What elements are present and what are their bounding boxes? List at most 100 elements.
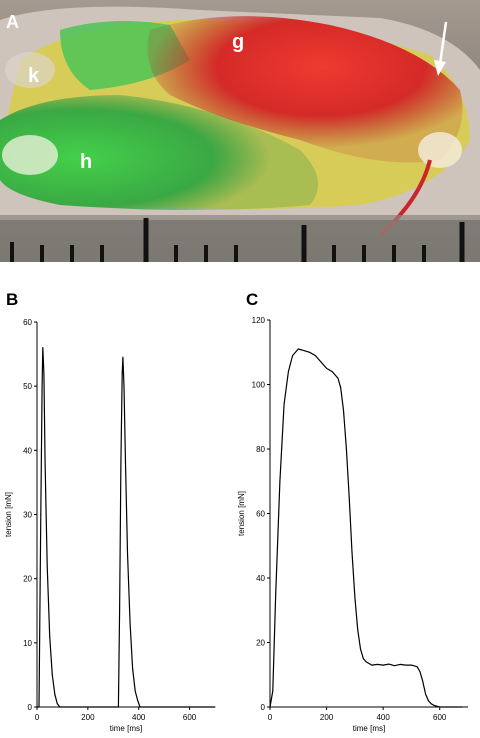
data-point: [326, 367, 328, 369]
ruler-ticks: [10, 218, 465, 262]
data-point: [56, 703, 58, 705]
data-point: [430, 703, 432, 705]
data-point: [357, 629, 359, 631]
data-point: [61, 706, 63, 708]
data-point: [433, 704, 435, 706]
y-tick-label: 20: [23, 575, 32, 584]
x-tick-label: 200: [320, 713, 334, 722]
data-point: [59, 706, 61, 708]
data-point: [129, 623, 131, 625]
data-point: [269, 706, 271, 708]
data-point: [41, 385, 43, 387]
muscle-photo: A k g h: [0, 0, 480, 262]
y-axis-label: tension [mN]: [237, 491, 246, 536]
data-point: [122, 356, 124, 358]
data-point: [371, 664, 373, 666]
data-point: [354, 596, 356, 598]
series-line-0: [37, 347, 215, 708]
data-point: [40, 514, 42, 515]
y-tick-label: 0: [261, 703, 266, 712]
glare-right: [418, 132, 462, 168]
y-tick-label: 50: [23, 382, 32, 391]
x-tick-label: 400: [132, 713, 146, 722]
ruler: [0, 215, 480, 262]
y-tick-label: 0: [28, 703, 33, 712]
data-point: [419, 671, 421, 673]
data-point: [292, 354, 294, 356]
data-point: [54, 693, 56, 695]
y-tick-label: 60: [23, 318, 32, 327]
data-point: [405, 664, 407, 666]
data-point: [272, 690, 274, 692]
data-point: [422, 680, 424, 682]
data-point: [461, 706, 463, 708]
data-point: [320, 361, 322, 363]
data-point: [399, 663, 401, 665]
y-tick-label: 100: [252, 381, 266, 390]
x-tick-label: 600: [183, 713, 197, 722]
x-tick-label: 400: [376, 713, 390, 722]
data-point: [123, 385, 125, 387]
x-tick-label: 200: [81, 713, 95, 722]
data-point: [382, 664, 384, 666]
x-tick-label: 0: [35, 713, 40, 722]
data-point: [450, 706, 452, 708]
data-point: [365, 661, 367, 663]
data-point: [388, 663, 390, 665]
data-point: [44, 462, 46, 464]
data-point: [38, 706, 40, 708]
data-point: [360, 648, 362, 650]
data-point: [134, 690, 136, 692]
data-point: [51, 674, 53, 676]
y-tick-label: 120: [252, 316, 266, 325]
data-point: [143, 706, 145, 708]
data-point: [127, 552, 129, 554]
glare-left: [2, 135, 58, 175]
data-point: [214, 706, 216, 708]
data-point: [439, 706, 441, 708]
x-tick-label: 0: [268, 713, 273, 722]
y-tick-label: 80: [256, 445, 265, 454]
red-region: [147, 16, 463, 163]
glare-top-left: [5, 52, 55, 88]
data-point: [337, 377, 339, 379]
label-h: h: [80, 151, 92, 173]
y-tick-label: 60: [256, 510, 265, 519]
data-point: [124, 462, 126, 464]
label-g: g: [232, 31, 244, 53]
data-point: [275, 593, 277, 595]
data-point: [132, 668, 134, 669]
data-point: [309, 351, 311, 353]
data-point: [425, 693, 427, 695]
data-point: [137, 700, 139, 702]
data-point: [393, 665, 395, 667]
data-point: [314, 354, 316, 356]
data-point: [43, 372, 45, 374]
data-point: [42, 347, 44, 349]
data-point: [368, 662, 370, 664]
data-point: [139, 706, 141, 708]
panel-letter-c: C: [246, 290, 258, 309]
x-axis-label: time [ms]: [353, 724, 385, 733]
data-point: [49, 635, 51, 637]
data-point: [120, 462, 122, 464]
data-point: [331, 371, 333, 373]
chart-c: 0 20 40 60 80 100 120 0 200 400 600 time [ms] tensio…: [237, 316, 468, 733]
y-axis-label: tension [mN]: [4, 492, 13, 537]
data-point: [376, 663, 378, 665]
y-tick-label: 20: [256, 639, 265, 648]
panel-letter-b: B: [6, 290, 18, 309]
label-k: k: [28, 65, 40, 87]
y-tick-label: 40: [23, 446, 32, 455]
green-region: [0, 95, 318, 210]
data-point: [287, 371, 289, 373]
data-point: [345, 448, 347, 450]
data-point: [117, 706, 119, 708]
y-tick-label: 40: [256, 574, 265, 583]
data-point: [46, 565, 48, 567]
data-point: [279, 480, 281, 482]
data-point: [283, 403, 285, 405]
data-point: [36, 706, 38, 708]
